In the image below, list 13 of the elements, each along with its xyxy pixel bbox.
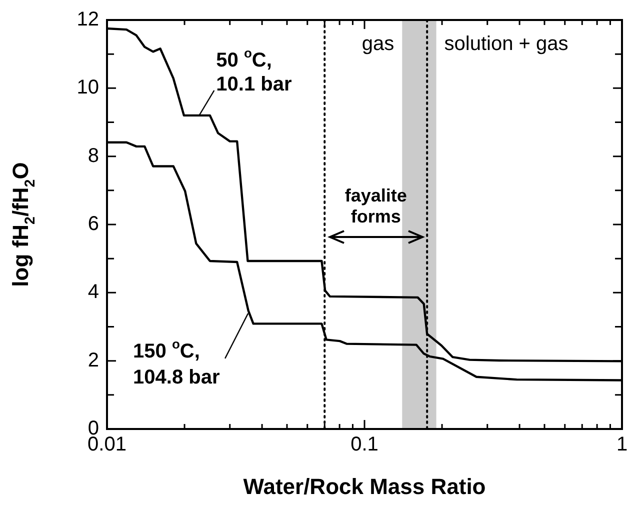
x-tick-label: 0.1 [350, 434, 378, 456]
annotation: gas [362, 33, 394, 55]
annotation: fayalite forms [344, 186, 407, 227]
y-tick-label: 4 [88, 281, 99, 304]
y-tick-label: 10 [76, 76, 99, 99]
y-axis-title: log fH2/fH2O [8, 162, 39, 287]
y-tick-label: 6 [88, 213, 99, 236]
y-tick-label: 8 [88, 144, 99, 167]
x-tick-label: 1 [616, 434, 628, 456]
y-tick-label: 12 [76, 8, 99, 31]
y-tick-label: 2 [88, 349, 99, 372]
x-axis-title: Water/Rock Mass Ratio [243, 474, 486, 499]
annotation: solution + gas [444, 33, 568, 55]
